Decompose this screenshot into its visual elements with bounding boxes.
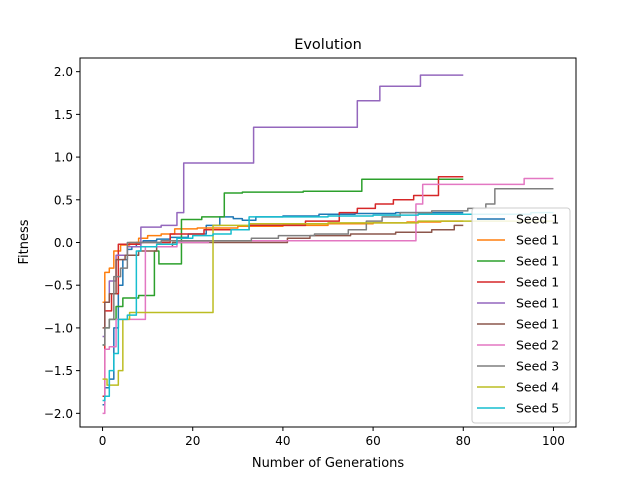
plot-lines [102, 74, 554, 415]
series-line-9 [102, 220, 554, 386]
plot-frame [79, 57, 577, 428]
legend-label: Seed 4 [516, 380, 559, 395]
x-tick-label: 0 [99, 434, 107, 448]
y-tick-label: 1.0 [54, 151, 73, 165]
legend: Seed 1 Seed 1 Seed 1 Seed 1 Seed 1 Seed 1 Seed… [471, 207, 571, 424]
y-tick-label: 2.0 [54, 65, 73, 79]
y-axis-ticks: −2.0 −1.5 −1.0 −0.5 0.0 0.5 1.0 1.5 2.0 [44, 65, 80, 421]
series-line-7 [102, 177, 554, 415]
y-tick-label: 0.0 [54, 236, 73, 250]
y-axis-label: Fitness [17, 219, 32, 264]
y-tick-label: −1.5 [44, 364, 73, 378]
x-tick-label: 60 [365, 434, 380, 448]
y-tick-label: −2.0 [44, 407, 73, 421]
y-tick-label: −0.5 [44, 279, 73, 293]
y-tick-label: 0.5 [54, 193, 73, 207]
legend-label: Seed 1 [516, 233, 559, 248]
x-tick-label: 100 [542, 434, 565, 448]
series-line-4 [102, 175, 464, 397]
legend-label: Seed 2 [516, 338, 559, 353]
x-tick-label: 40 [275, 434, 290, 448]
legend-label: Seed 1 [516, 254, 559, 269]
legend-label: Seed 1 [516, 212, 559, 227]
series-line-3 [102, 178, 464, 346]
x-axis-label: Number of Generations [252, 456, 405, 471]
series-line-10 [102, 211, 554, 402]
legend-label: Seed 3 [516, 359, 559, 374]
legend-label: Seed 1 [516, 275, 559, 290]
x-axis-ticks: 0 20 40 60 80 100 [99, 427, 565, 448]
series-line-6 [102, 224, 464, 329]
series-line-8 [102, 187, 554, 346]
chart-title: Evolution [294, 37, 362, 53]
legend-label: Seed 1 [516, 317, 559, 332]
y-tick-label: 1.5 [54, 108, 73, 122]
x-tick-label: 20 [185, 434, 200, 448]
x-tick-label: 80 [456, 434, 471, 448]
legend-label: Seed 1 [516, 296, 559, 311]
y-tick-label: −1.0 [44, 321, 73, 335]
series-line-5 [102, 74, 464, 338]
legend-label: Seed 5 [516, 401, 559, 416]
